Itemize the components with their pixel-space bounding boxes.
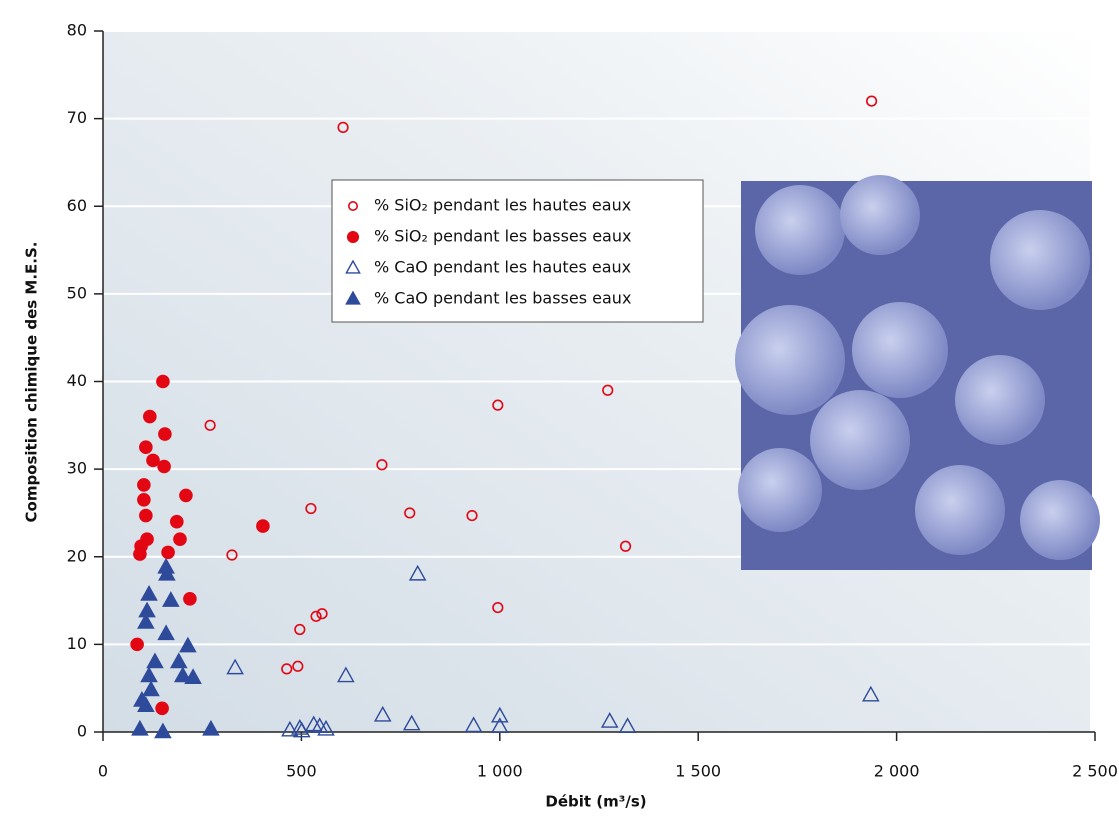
data-point [143,409,157,424]
data-point [179,636,197,653]
data-point [157,624,175,641]
data-point [292,660,304,672]
data-point [154,722,172,739]
data-point [402,714,421,731]
data-point [137,492,151,507]
y-axis-label: Composition chimique des M.E.S. [23,241,41,522]
data-point [156,374,170,389]
data-point [305,502,317,515]
data-point [226,658,244,675]
y-tick-label: 40 [67,371,87,390]
data-point [204,419,216,431]
x-tick-label: 500 [286,762,317,781]
x-tick-label: 0 [98,762,108,781]
legend-label: % SiO₂ pendant les basses eaux [374,227,631,246]
data-point [492,399,504,411]
data-point [202,719,220,736]
data-point [131,719,149,736]
legend-marker [346,230,360,244]
data-point [157,459,171,474]
legend-label: % CaO pendant les basses eaux [374,289,631,308]
data-point [316,608,328,620]
data-point [466,509,478,522]
y-tick-label: 80 [67,21,87,40]
x-tick-label: 1 500 [675,762,721,781]
data-point [140,584,158,601]
legend-marker [347,201,358,212]
y-tick-label: 10 [67,634,87,653]
legend-label: % CaO pendant les hautes eaux [374,258,631,277]
data-point [155,701,169,716]
data-point [162,591,180,607]
data-point [173,666,192,683]
data-point [373,705,392,722]
data-point [281,663,293,675]
data-point [317,719,335,736]
data-point [376,459,388,471]
y-tick-label: 20 [67,546,87,565]
data-point [161,545,175,560]
data-point [281,720,299,737]
data-point [137,613,155,629]
legend-label: % SiO₂ pendant les hautes eaux [374,196,631,215]
data-point [618,717,637,734]
data-point [146,652,164,669]
y-tick-label: 0 [77,722,87,741]
data-point [256,519,270,533]
data-point [142,680,160,697]
data-point [404,507,416,519]
data-point [139,440,153,455]
data-point [294,623,306,636]
data-point [146,453,160,468]
data-point [137,478,151,492]
data-point [226,549,238,561]
data-point [130,637,144,652]
data-point [337,121,349,133]
y-tick-label: 70 [67,108,87,127]
data-point [173,532,187,547]
data-point [169,652,188,669]
data-point [491,717,509,734]
data-point [137,696,155,713]
data-point [133,547,147,561]
y-tick-label: 60 [67,196,87,215]
legend-marker [345,290,361,305]
data-point [337,666,355,683]
x-tick-label: 1 000 [477,762,523,781]
data-point [464,716,483,733]
x-tick-label: 2 000 [874,762,920,781]
data-point [491,706,509,723]
data-point [866,95,878,107]
data-point [184,668,202,684]
legend-marker [345,259,361,274]
legend [331,179,704,323]
data-point [310,610,322,622]
data-point [408,564,427,581]
data-point [293,721,311,738]
data-point [602,384,614,396]
x-axis-label: Débit (m³/s) [545,793,646,811]
x-tick-label: 2 500 [1072,762,1118,781]
data-point [600,712,619,728]
photo [735,175,1100,570]
data-point [139,508,153,523]
y-tick-label: 50 [67,283,87,302]
data-point [158,427,172,441]
data-point [183,592,197,606]
data-point [140,666,158,683]
data-point [862,685,880,702]
data-point [179,488,193,503]
y-tick-label: 30 [67,459,87,478]
data-point [492,601,504,614]
data-point [158,564,176,581]
data-point [170,514,184,529]
data-point [619,540,632,552]
